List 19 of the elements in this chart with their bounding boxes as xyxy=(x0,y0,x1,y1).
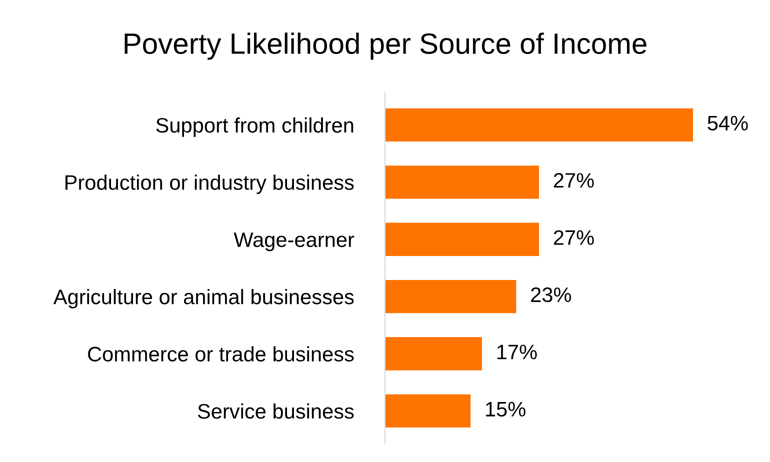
bar xyxy=(385,394,471,428)
data-label: 23% xyxy=(531,287,572,302)
y-tick-label: Wage-earner xyxy=(234,232,354,252)
data-label: 15% xyxy=(486,402,526,417)
y-tick-label: Production or industry business xyxy=(66,174,354,194)
data-label: 54% xyxy=(708,116,748,131)
bar xyxy=(385,222,539,256)
y-tick-label: Agriculture or animal businesses xyxy=(53,289,354,308)
bar xyxy=(385,108,693,142)
bar xyxy=(385,166,539,199)
chart-title: Poverty Likelihood per Source of Income xyxy=(124,32,646,60)
data-label: 17% xyxy=(497,344,537,360)
y-tick-label: Support from children xyxy=(156,117,354,137)
bar xyxy=(385,337,482,370)
data-label: 27% xyxy=(554,172,594,188)
y-tick-label: Service business xyxy=(198,403,354,419)
bar xyxy=(385,280,516,314)
data-label: 27% xyxy=(554,230,594,245)
y-tick-label: Commerce or trade business xyxy=(88,346,354,362)
